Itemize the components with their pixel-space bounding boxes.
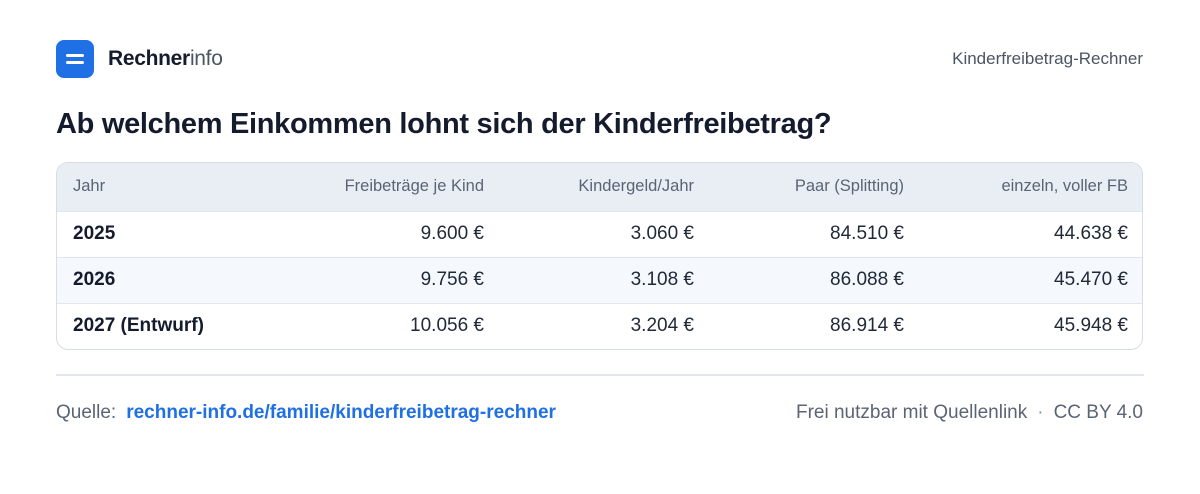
table-cell-year: 2026 xyxy=(73,269,116,290)
column-header-paar: Paar (Splitting) xyxy=(794,177,904,196)
table-cell: 3.060 € xyxy=(630,223,694,244)
column-header-einzeln: einzeln, voller FB xyxy=(1001,177,1128,196)
tool-name: Kinderfreibetrag-Rechner xyxy=(952,49,1143,68)
table-cell-year: 2027 (Entwurf) xyxy=(73,315,204,337)
brand-name-strong: Rechner xyxy=(108,47,190,70)
table-row: 2027 (Entwurf) 10.056 € 3.204 € 86.914 €… xyxy=(57,303,1142,349)
table-cell-year: 2025 xyxy=(73,223,116,244)
source-link[interactable]: rechner-info.de/familie/kinderfreibetrag… xyxy=(126,402,556,423)
data-table: Jahr Freibeträge je Kind Kindergeld/Jahr… xyxy=(56,162,1143,350)
table-cell: 44.638 € xyxy=(1054,223,1128,244)
table-row: 2025 9.600 € 3.060 € 84.510 € 44.638 € xyxy=(57,211,1142,257)
brand-logo[interactable]: Rechnerinfo xyxy=(56,40,223,78)
table-row: 2026 9.756 € 3.108 € 86.088 € 45.470 € xyxy=(57,257,1142,303)
table-cell: 3.204 € xyxy=(630,315,694,337)
column-header-kindergeld: Kindergeld/Jahr xyxy=(578,177,694,196)
table-cell: 10.056 € xyxy=(410,315,484,337)
page-title: Ab welchem Einkommen lohnt sich der Kind… xyxy=(56,108,832,140)
table-cell: 45.470 € xyxy=(1054,269,1128,290)
separator-dot: · xyxy=(1037,402,1044,423)
table-cell: 9.756 € xyxy=(420,269,484,290)
brand-name-light: info xyxy=(189,47,223,70)
column-header-jahr: Jahr xyxy=(73,177,106,196)
license-line: Frei nutzbar mit Quellenlink · CC BY 4.0 xyxy=(796,402,1143,424)
license-label: CC BY 4.0 xyxy=(1053,402,1143,423)
table-header-row: Jahr Freibeträge je Kind Kindergeld/Jahr… xyxy=(57,163,1142,211)
table-cell: 9.600 € xyxy=(420,223,484,244)
table-cell: 86.914 € xyxy=(830,315,904,337)
source-label: Quelle: xyxy=(56,402,117,423)
table-cell: 45.948 € xyxy=(1054,315,1128,337)
page-header: Rechnerinfo Kinderfreibetrag-Rechner xyxy=(56,40,1143,78)
column-header-freibetraege: Freibeträge je Kind xyxy=(344,177,484,196)
brand-name: Rechnerinfo xyxy=(108,47,223,71)
footer-divider xyxy=(56,374,1144,376)
page-footer: Quelle: rechner-info.de/familie/kinderfr… xyxy=(56,400,1143,426)
equals-logo-icon xyxy=(56,40,94,78)
table-cell: 86.088 € xyxy=(830,269,904,290)
source-line: Quelle: rechner-info.de/familie/kinderfr… xyxy=(56,402,556,424)
table-cell: 3.108 € xyxy=(630,269,694,290)
usage-note: Frei nutzbar mit Quellenlink xyxy=(795,402,1028,423)
table-cell: 84.510 € xyxy=(830,223,904,244)
